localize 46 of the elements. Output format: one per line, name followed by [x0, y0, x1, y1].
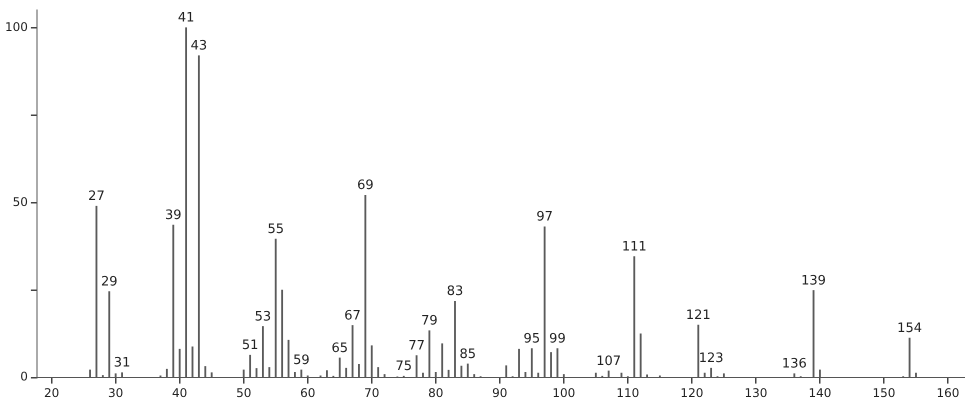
annotation: 83 — [446, 284, 464, 300]
annotation: 65 — [331, 340, 348, 356]
annotation: 97 — [536, 210, 553, 225]
x-tick-label: 160 — [936, 386, 960, 400]
annotation: 27 — [88, 189, 105, 204]
annotation: 99 — [549, 331, 566, 346]
x-tick-label: 60 — [300, 386, 316, 400]
annotation: 43 — [190, 38, 208, 54]
x-tick-label: 20 — [44, 386, 60, 400]
annotation: 41 — [178, 10, 194, 26]
annotation: 111 — [622, 239, 647, 254]
y-tick-label: 100 — [5, 20, 28, 34]
annotation: 31 — [114, 356, 130, 371]
annotation: 136 — [782, 356, 807, 372]
x-tick-label: 150 — [872, 386, 896, 400]
x-tick-label: 80 — [428, 386, 444, 400]
x-tick-label: 130 — [744, 386, 768, 400]
annotation: 139 — [801, 273, 826, 288]
x-tick-label: 120 — [680, 386, 704, 400]
annotation: 69 — [357, 178, 374, 194]
annotation: 53 — [254, 309, 272, 324]
annotation: 55 — [267, 222, 284, 237]
x-tick-label: 100 — [552, 386, 576, 400]
x-tick-label: 110 — [616, 386, 640, 400]
annotation: 59 — [293, 352, 310, 368]
annotation: 95 — [524, 331, 540, 346]
x-tick-label: 50 — [236, 386, 252, 400]
annotation: 51 — [242, 338, 258, 354]
annotation: 85 — [460, 346, 476, 362]
annotation: 154 — [897, 320, 922, 336]
annotation: 29 — [100, 274, 118, 290]
y-tick-label: 0 — [20, 370, 28, 384]
y-tick-label: 50 — [12, 194, 28, 209]
x-tick-label: 140 — [808, 386, 832, 400]
x-tick-label: 70 — [364, 386, 380, 400]
x-tick-label: 90 — [492, 386, 508, 400]
annotation: 75 — [396, 359, 412, 374]
annotation: 107 — [596, 354, 622, 369]
annotation: 79 — [421, 314, 438, 329]
annotation: 123 — [698, 351, 724, 366]
annotation: 39 — [165, 208, 182, 223]
annotation: 77 — [408, 338, 425, 354]
annotation: 121 — [686, 308, 711, 323]
annotation: 67 — [344, 308, 361, 324]
x-tick-label: 40 — [172, 386, 188, 400]
x-tick-label: 30 — [108, 386, 124, 400]
